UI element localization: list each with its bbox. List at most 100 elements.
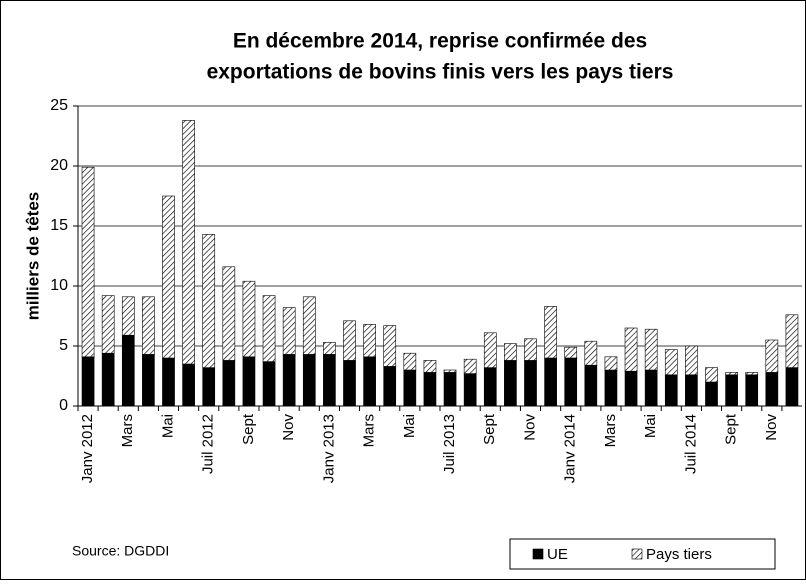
bar-segment <box>725 372 738 376</box>
bar-segment <box>242 280 256 358</box>
bar-segment <box>222 266 236 361</box>
bar-segment <box>121 334 135 407</box>
bar-segment <box>363 356 376 407</box>
x-tick-label: Sept <box>723 413 740 445</box>
legend-label: UE <box>547 546 568 563</box>
x-tick-label: Mai <box>642 414 659 438</box>
bar-segment <box>81 166 95 358</box>
legend-swatch <box>532 548 544 560</box>
bar-segment <box>564 346 578 359</box>
bar-segment <box>262 361 276 407</box>
x-tick-label: Sept <box>240 413 257 445</box>
x-tick-label: Mars <box>119 414 136 447</box>
bar-segment <box>363 324 376 358</box>
bar-segment <box>544 306 557 359</box>
x-tick-label: Juil 2012 <box>200 414 217 474</box>
bar-segment <box>282 354 296 407</box>
bar-segment <box>504 360 517 407</box>
x-tick-label: Juil 2014 <box>682 414 699 474</box>
bar-segment <box>202 234 216 368</box>
x-tick-label: Janv 2013 <box>320 414 337 483</box>
bar-segment <box>584 340 598 366</box>
bar-segment <box>604 369 618 407</box>
bar-segment <box>343 360 356 407</box>
y-tick-label: 0 <box>59 397 68 414</box>
bar-segment <box>765 372 779 407</box>
bar-segment <box>383 325 397 367</box>
bar-segment <box>705 367 718 383</box>
y-tick-label: 10 <box>50 277 68 294</box>
y-axis-label: milliers de têtes <box>23 192 42 321</box>
source-note: Source: DGDDI <box>72 543 169 559</box>
bar-segment <box>463 358 477 374</box>
legend-label: Pays tiers <box>646 546 712 563</box>
bar-segment <box>483 367 497 407</box>
bar-segment <box>785 314 799 368</box>
x-tick-label: Nov <box>280 414 297 441</box>
x-tick-label: Juil 2013 <box>441 414 458 474</box>
chart-title: En décembre 2014, reprise confirmée des <box>233 30 647 53</box>
bar-segment <box>302 354 316 407</box>
bar-segment <box>644 369 658 407</box>
bar-segment <box>685 345 698 376</box>
x-tick-label: Nov <box>763 414 780 441</box>
bar-segment <box>765 339 779 373</box>
bar-segment <box>463 373 477 407</box>
bar-segment <box>323 342 336 355</box>
x-tick-label: Sept <box>481 413 498 445</box>
bar-segment <box>81 356 95 407</box>
bar-segment <box>705 381 718 407</box>
bar-segment <box>443 369 457 373</box>
x-tick-label: Mai <box>159 414 176 438</box>
bar-segment <box>182 120 195 365</box>
bar-segment <box>262 295 276 362</box>
x-tick-label: Nov <box>521 414 538 441</box>
bar-segment <box>202 367 216 407</box>
bar-segment <box>584 364 598 407</box>
bar-segment <box>343 320 356 361</box>
bar-segment <box>504 343 517 361</box>
bar-segment <box>222 360 236 407</box>
bar-segment <box>162 195 175 359</box>
bar-segment <box>142 296 155 355</box>
bar-segment <box>403 352 417 371</box>
bar-segment <box>383 366 397 407</box>
bar-segment <box>423 372 437 407</box>
x-tick-label: Mai <box>401 414 418 438</box>
y-tick-label: 25 <box>50 97 68 114</box>
x-tick-label: Janv 2012 <box>79 414 96 483</box>
bar-segment <box>524 338 537 361</box>
bar-segment <box>664 374 678 407</box>
bar-segment <box>745 372 759 376</box>
bar-segment <box>604 356 618 371</box>
bar-segment <box>302 296 316 355</box>
legend-swatch <box>631 548 643 560</box>
bar-segment <box>101 352 115 407</box>
bar-segment <box>664 349 678 376</box>
bar-segment <box>785 367 799 407</box>
bar-segment <box>685 374 698 407</box>
x-tick-label: Mars <box>602 414 619 447</box>
bar-segment <box>323 354 336 407</box>
bar-segment <box>624 327 638 372</box>
bar-segment <box>745 374 759 407</box>
bar-segment <box>564 357 578 407</box>
bar-segment <box>101 295 115 354</box>
bar-segment <box>524 360 537 407</box>
bar-segment <box>403 369 417 407</box>
legend-box <box>509 538 776 570</box>
y-tick-label: 5 <box>59 337 68 354</box>
bar-segment <box>644 328 658 371</box>
x-tick-label: Mars <box>361 414 378 447</box>
bar-segment <box>725 374 738 407</box>
bar-segment <box>544 357 557 407</box>
bar-segment <box>142 354 155 407</box>
bar-segment <box>242 356 256 407</box>
y-tick-label: 20 <box>50 157 68 174</box>
bar-segment <box>423 360 437 373</box>
bar-segment <box>443 372 457 407</box>
bar-segment <box>162 357 175 407</box>
bar-segment <box>282 307 296 355</box>
